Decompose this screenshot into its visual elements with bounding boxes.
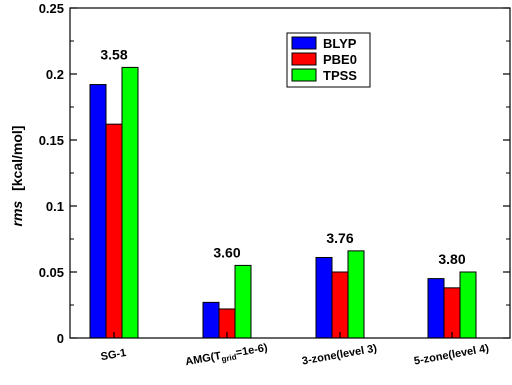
y-tick-label: 0.2	[46, 67, 64, 82]
plot-frame	[69, 7, 511, 339]
annotation-label: 3.80	[438, 251, 465, 267]
y-tick-label: 0	[57, 331, 64, 346]
bar-tpss-1	[121, 66, 139, 339]
x-tick-label: AMG(Tgrid=1e-6)	[184, 342, 269, 370]
y-axis-label-unit: [kcal/mol]	[9, 126, 25, 191]
annotation-label: 3.60	[213, 244, 240, 260]
legend-swatch-pbe0	[291, 52, 317, 66]
bars-group	[89, 66, 477, 339]
y-ticks-group: 0 0.05 0.1 0.15 0.2 0.25	[39, 1, 510, 346]
annotation-label: 3.76	[326, 230, 353, 246]
y-axis-label: rms [kcal/mol]	[9, 126, 25, 227]
legend-swatch-tpss	[291, 68, 317, 82]
x-tick-label: 3-zone(level 3)	[301, 342, 378, 367]
bar-blyp-1	[89, 84, 107, 339]
legend-label-tpss: TPSS	[323, 68, 357, 83]
bar-tpss-2	[234, 264, 252, 339]
y-tick-label: 0.25	[39, 1, 64, 16]
annotations-group: 3.58 3.60 3.76 3.80	[100, 46, 465, 267]
bar-tpss-4	[459, 271, 477, 339]
legend-swatch-blyp	[291, 36, 317, 50]
y-tick-label: 0.05	[39, 265, 64, 280]
bar-blyp-2	[202, 301, 220, 339]
bar-pbe0-1	[105, 123, 123, 339]
bar-pbe0-4	[443, 287, 461, 339]
annotation-label: 3.58	[100, 46, 127, 62]
y-tick-label: 0.15	[39, 133, 64, 148]
x-tick-label: SG-1	[100, 347, 127, 363]
y-axis-label-italic: rms	[9, 201, 25, 227]
bar-blyp-4	[427, 278, 445, 339]
bar-tpss-3	[347, 250, 365, 339]
x-labels-group: SG-1 AMG(Tgrid=1e-6) 3-zone(level 3) 5-zone…	[100, 342, 490, 370]
bar-pbe0-3	[331, 271, 349, 339]
y-tick-label: 0.1	[46, 199, 64, 214]
x-tick-label: 5-zone(level 4)	[413, 342, 490, 367]
legend-label-blyp: BLYP	[323, 36, 357, 51]
bar-blyp-3	[315, 256, 333, 339]
legend-label-pbe0: PBE0	[323, 52, 357, 67]
